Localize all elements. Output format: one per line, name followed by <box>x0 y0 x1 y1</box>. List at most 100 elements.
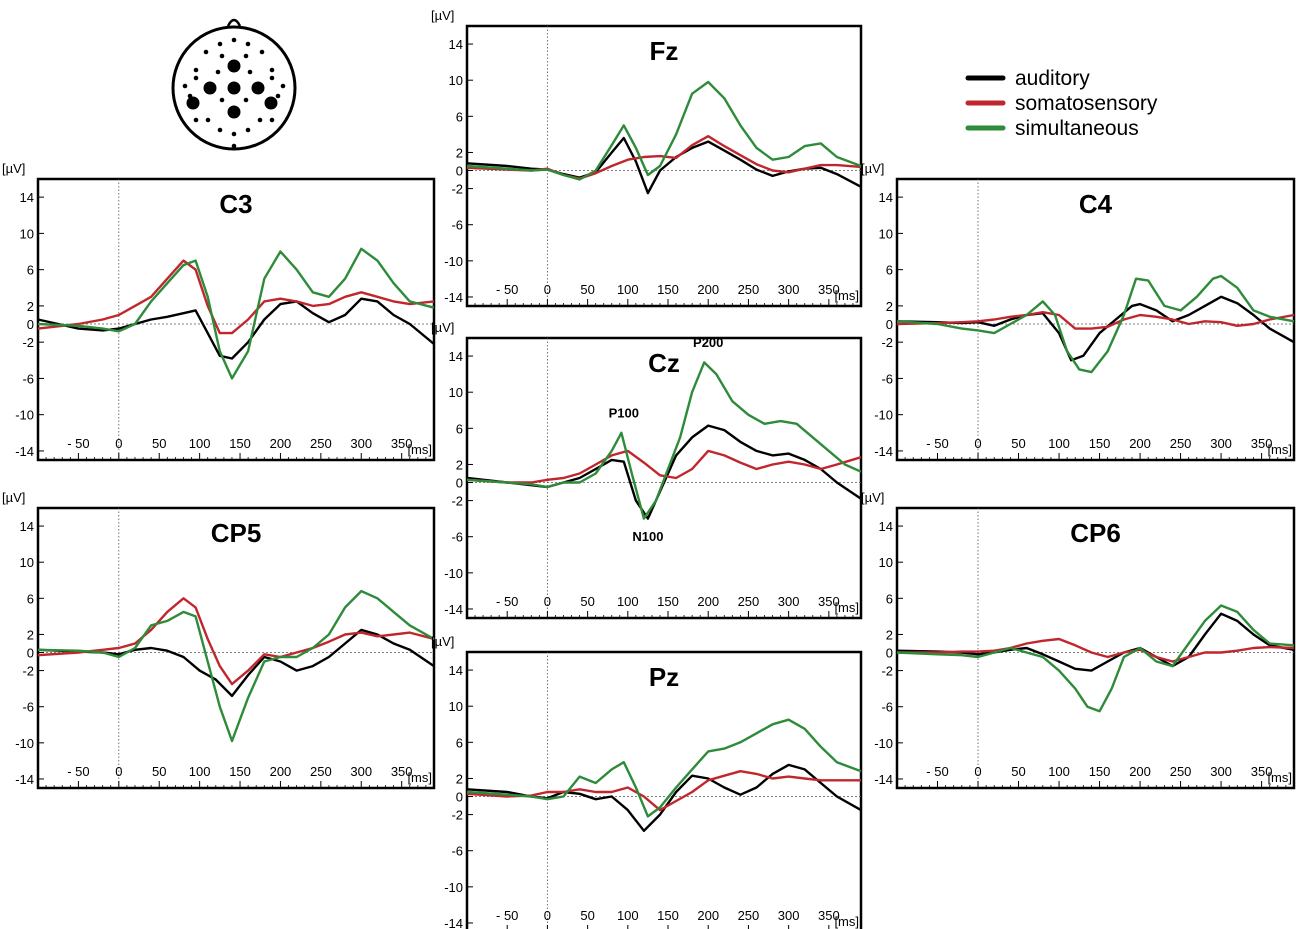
electrode-dot <box>251 81 265 95</box>
electrode-dot <box>280 83 286 89</box>
y-tick-label: -14 <box>444 602 463 617</box>
x-tick-label: 0 <box>115 764 122 779</box>
x-tick-label: 300 <box>350 436 372 451</box>
series-line-somatosensory <box>37 259 435 335</box>
x-tick-label: 100 <box>189 764 211 779</box>
x-tick-label: 0 <box>544 282 551 297</box>
panel-cz: 14 10 6 2 0 -2 -6 -10 -14 [µV] - 50 0 50 100 150 200 250… <box>431 320 863 620</box>
x-tick-label: 50 <box>1011 764 1025 779</box>
x-tick-label: 350 <box>1251 764 1273 779</box>
y-tick-label: -6 <box>451 530 463 545</box>
y-tick-label: 14 <box>449 349 463 364</box>
y-tick-label: -14 <box>444 916 463 929</box>
x-tick-label: - 50 <box>496 594 518 609</box>
x-tick-label: 200 <box>270 764 292 779</box>
y-unit-label: [µV] <box>431 634 454 649</box>
panel-title: C4 <box>1079 189 1113 219</box>
electrode-dot <box>219 53 225 59</box>
x-unit-label: [ms] <box>407 442 432 457</box>
x-tick-label: 50 <box>152 764 166 779</box>
series-line-simultaneous <box>466 361 862 520</box>
electrode-dot <box>247 69 253 75</box>
legend-label: simultaneous <box>1015 117 1139 140</box>
electrode-dot <box>227 105 241 119</box>
y-tick-label: 6 <box>27 591 34 606</box>
electrode-dot <box>187 93 193 99</box>
electrode-dot <box>219 97 225 103</box>
x-tick-label: 0 <box>544 594 551 609</box>
y-tick-label: 2 <box>27 627 34 642</box>
electrode-dot <box>203 81 217 95</box>
x-tick-label: 0 <box>974 436 981 451</box>
x-tick-label: 200 <box>1129 764 1151 779</box>
y-tick-label: -6 <box>451 844 463 859</box>
electrode-dot <box>227 81 241 95</box>
y-tick-label: 10 <box>20 226 34 241</box>
x-tick-label: 200 <box>270 436 292 451</box>
y-tick-label: -10 <box>874 408 893 423</box>
electrode-dot <box>243 53 249 59</box>
panel-frame <box>895 506 1296 790</box>
electrode-dot <box>231 143 237 149</box>
y-tick-label: 2 <box>456 457 463 472</box>
x-tick-label: - 50 <box>496 908 518 923</box>
series-line-somatosensory <box>896 311 1295 330</box>
electrode-dot <box>231 37 237 43</box>
y-tick-label: 0 <box>886 317 893 332</box>
y-tick-label: -2 <box>881 335 893 350</box>
electrode-dot <box>259 49 265 55</box>
x-tick-label: 100 <box>617 282 639 297</box>
electrode-dot <box>243 97 249 103</box>
y-tick-label: 0 <box>456 790 463 805</box>
x-tick-label: - 50 <box>67 764 89 779</box>
y-tick-label: -14 <box>444 290 463 305</box>
electrode-dot <box>257 117 263 123</box>
y-tick-label: 6 <box>456 421 463 436</box>
electrode-dot <box>203 49 209 55</box>
x-tick-label: 250 <box>1170 764 1192 779</box>
x-tick-label: 0 <box>974 764 981 779</box>
y-tick-label: -10 <box>444 254 463 269</box>
y-tick-label: -6 <box>451 218 463 233</box>
x-tick-label: 150 <box>1089 436 1111 451</box>
x-tick-label: 150 <box>229 436 251 451</box>
series-line-simultaneous <box>466 80 862 181</box>
electrode-dot <box>205 117 211 123</box>
series-line-simultaneous <box>896 604 1295 713</box>
x-tick-label: 150 <box>657 908 679 923</box>
y-tick-label: 0 <box>27 317 34 332</box>
panel-title: Pz <box>649 662 679 692</box>
panel-frame <box>36 506 436 790</box>
legend-label: somatosensory <box>1015 92 1158 115</box>
x-tick-label: 350 <box>391 436 413 451</box>
x-tick-label: - 50 <box>926 764 948 779</box>
panel-cp6: 14 10 6 2 0 -2 -6 -10 -14 [µV] - 50 0 50 100 150 200 250… <box>861 490 1296 790</box>
electrode-dot <box>264 96 278 110</box>
electrode-dot <box>193 67 199 73</box>
x-tick-label: 300 <box>778 282 800 297</box>
y-unit-label: [µV] <box>861 490 884 505</box>
x-tick-label: 200 <box>1129 436 1151 451</box>
legend-label: auditory <box>1015 67 1090 90</box>
x-tick-label: 0 <box>544 908 551 923</box>
y-tick-label: 10 <box>879 226 893 241</box>
x-tick-label: 50 <box>1011 436 1025 451</box>
electrode-dot <box>215 69 221 75</box>
y-tick-label: -10 <box>444 566 463 581</box>
series-line-somatosensory <box>466 770 861 812</box>
y-tick-label: 6 <box>27 263 34 278</box>
x-tick-label: 300 <box>778 908 800 923</box>
x-unit-label: [ms] <box>1267 770 1292 785</box>
x-tick-label: 250 <box>738 908 760 923</box>
y-tick-label: -2 <box>881 664 893 679</box>
panel-title: C3 <box>219 189 252 219</box>
x-tick-label: 200 <box>697 908 719 923</box>
y-tick-label: 14 <box>20 190 34 205</box>
series-line-simultaneous <box>466 718 862 818</box>
x-tick-label: 150 <box>657 282 679 297</box>
x-tick-label: - 50 <box>496 282 518 297</box>
x-tick-label: 50 <box>580 908 594 923</box>
x-tick-label: 350 <box>391 764 413 779</box>
